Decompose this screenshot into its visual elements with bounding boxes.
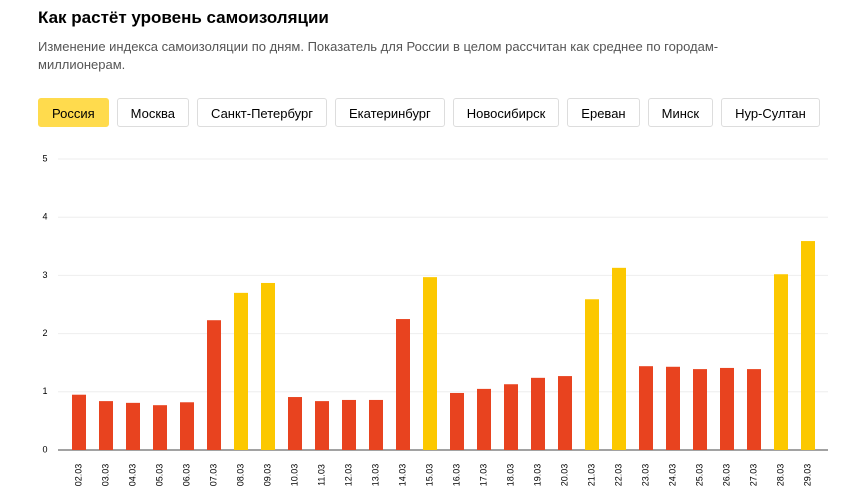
- y-tick-label: 5: [42, 153, 47, 163]
- bar: [234, 292, 248, 450]
- x-tick-label: 28.03: [775, 464, 785, 487]
- bar: [531, 377, 545, 450]
- bar: [639, 366, 653, 450]
- city-tab[interactable]: Нур-Султан: [721, 98, 820, 127]
- x-tick-label: 23.03: [640, 464, 650, 487]
- x-tick-label: 03.03: [100, 464, 110, 487]
- city-tab[interactable]: Санкт-Петербург: [197, 98, 327, 127]
- x-tick-label: 26.03: [721, 464, 731, 487]
- x-tick-label: 10.03: [289, 464, 299, 487]
- y-tick-label: 3: [42, 270, 47, 280]
- x-tick-label: 08.03: [235, 464, 245, 487]
- x-tick-label: 14.03: [397, 464, 407, 487]
- y-tick-label: 4: [42, 212, 47, 222]
- bar: [693, 369, 707, 450]
- bar: [369, 399, 383, 450]
- bar: [342, 399, 356, 450]
- city-tab[interactable]: Новосибирск: [452, 98, 560, 127]
- x-tick-label: 15.03: [424, 464, 434, 487]
- bar: [666, 366, 680, 450]
- bar: [207, 320, 221, 450]
- y-tick-label: 2: [42, 328, 47, 338]
- x-tick-label: 20.03: [559, 464, 569, 487]
- y-tick-label: 0: [42, 444, 47, 454]
- bar: [585, 299, 599, 450]
- bar: [261, 282, 275, 450]
- x-tick-label: 07.03: [208, 464, 218, 487]
- x-tick-label: 18.03: [505, 464, 515, 487]
- x-tick-label: 11.03: [316, 464, 326, 486]
- bar: [423, 277, 437, 450]
- bar: [477, 388, 491, 450]
- chart: 0 1 2 3 4 5 02.03 03.03 04.03 05.03 06.03 07.03 08.0…: [42, 153, 828, 487]
- subtitle: Изменение индекса самоизоляции по дням. …: [38, 39, 719, 72]
- bar: [99, 401, 113, 450]
- bar: [153, 405, 167, 450]
- bar: [72, 394, 86, 450]
- x-tick-label: 25.03: [694, 464, 704, 487]
- bar: [801, 241, 815, 450]
- x-tick-label: 16.03: [451, 464, 461, 487]
- city-tab[interactable]: Екатеринбург: [335, 98, 445, 127]
- bar: [558, 376, 572, 450]
- x-tick-label: 24.03: [667, 464, 677, 487]
- bar: [504, 384, 518, 450]
- x-tick-label: 02.03: [73, 464, 83, 487]
- x-tick-label: 29.03: [802, 464, 812, 487]
- bar: [720, 367, 734, 450]
- bar: [774, 274, 788, 450]
- city-tab[interactable]: Россия: [38, 98, 109, 127]
- x-tick-label: 04.03: [127, 464, 137, 487]
- bar: [180, 402, 194, 450]
- x-tick-label: 19.03: [532, 464, 542, 487]
- x-tick-label: 21.03: [586, 464, 596, 487]
- x-tick-label: 05.03: [154, 464, 164, 487]
- x-tick-label: 13.03: [370, 464, 380, 487]
- bar: [450, 392, 464, 450]
- city-tab[interactable]: Москва: [116, 98, 190, 127]
- bar: [315, 401, 329, 450]
- x-tick-label: 06.03: [181, 464, 191, 487]
- x-tick-label: 27.03: [748, 464, 758, 487]
- x-tick-label: 22.03: [613, 464, 623, 487]
- title: Как растёт уровень самоизоляции: [38, 8, 329, 27]
- tabs: Россия Москва Санкт-Петербург Екатеринбург Н…: [38, 98, 820, 127]
- bar: [396, 319, 410, 450]
- city-tab[interactable]: Ереван: [567, 98, 640, 127]
- city-tab[interactable]: Минск: [647, 98, 714, 127]
- bar: [747, 369, 761, 450]
- x-tick-label: 17.03: [478, 464, 488, 487]
- bar: [288, 397, 302, 450]
- y-tick-label: 1: [42, 386, 47, 396]
- x-tick-label: 09.03: [262, 464, 272, 487]
- bar: [126, 402, 140, 450]
- bar: [612, 267, 626, 450]
- x-tick-label: 12.03: [343, 464, 353, 487]
